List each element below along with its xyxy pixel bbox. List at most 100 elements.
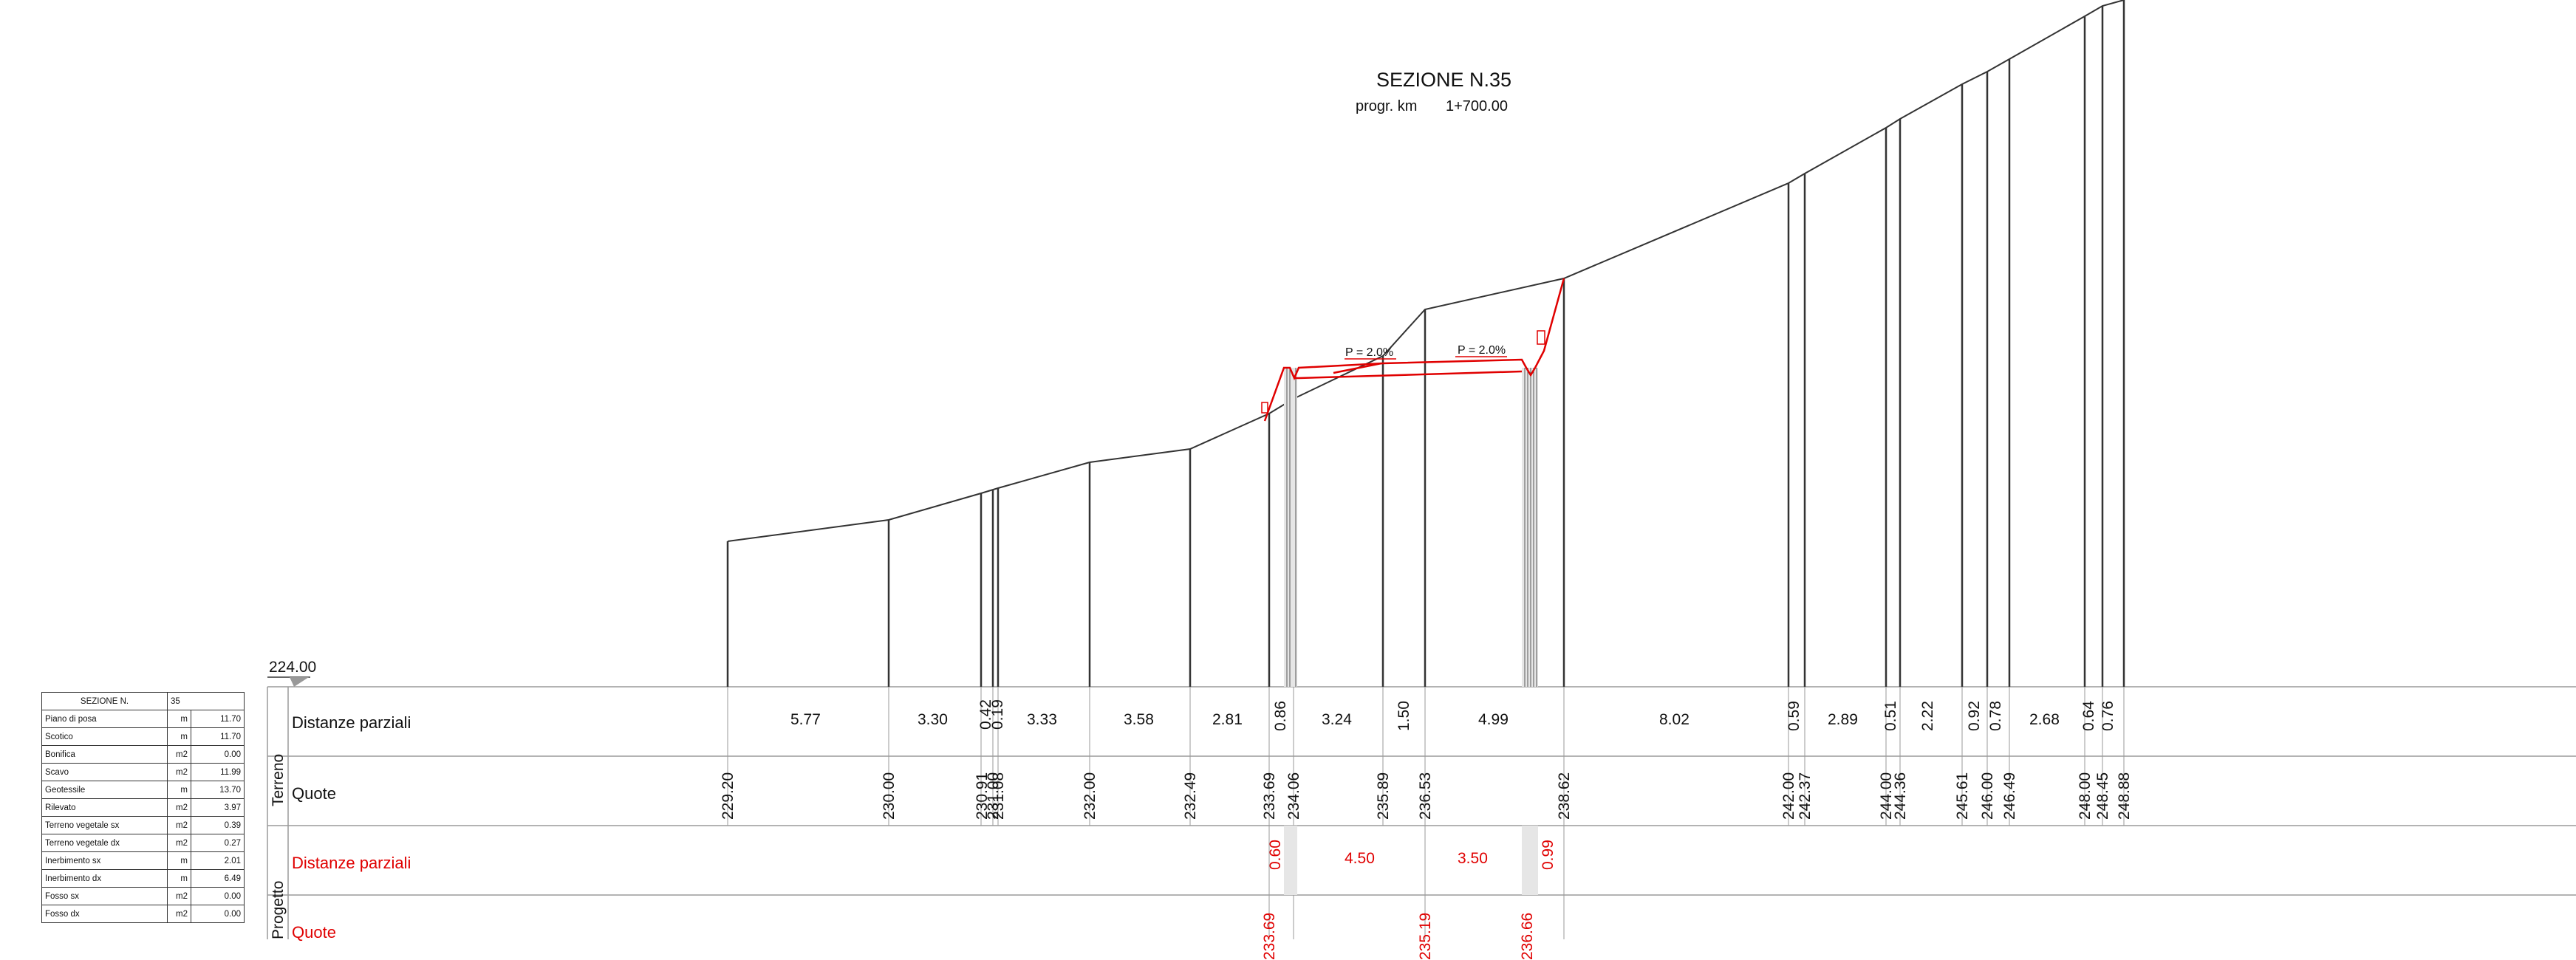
summary-row-name: Piano di posa — [41, 710, 168, 728]
quote-value: 229.20 — [720, 772, 737, 820]
summary-row: Fosso sx m2 0.00 — [41, 887, 245, 905]
quote-value: 248.00 — [2077, 772, 2094, 820]
summary-row-name: Rilevato — [41, 798, 168, 817]
cross-section-drawing — [267, 0, 2576, 939]
distance-value: 0.76 — [2100, 701, 2117, 731]
slope-label-right: P = 2.0% — [1458, 344, 1506, 357]
project-distance-value: 4.50 — [1345, 850, 1375, 867]
quote-value: 246.49 — [2001, 772, 2018, 820]
summary-header-label: SEZIONE N. — [41, 692, 168, 710]
summary-row-unit: m — [167, 781, 191, 799]
datum-marker — [267, 676, 310, 687]
project-quote-value: 235.19 — [1417, 912, 1434, 960]
summary-row: Inerbimento sx m 2.01 — [41, 851, 245, 870]
summary-row-value: 0.00 — [191, 905, 245, 923]
summary-row-value: 11.99 — [191, 763, 245, 781]
terrain-station-lines — [726, 0, 2125, 687]
summary-row-unit: m2 — [167, 816, 191, 834]
summary-row: Terreno vegetale sx m2 0.39 — [41, 816, 245, 834]
band-table-frame — [267, 686, 2576, 939]
summary-row: Rilevato m2 3.97 — [41, 798, 245, 817]
summary-row: Fosso dx m2 0.00 — [41, 905, 245, 923]
summary-row-unit: m2 — [167, 763, 191, 781]
project-distance-value: 0.99 — [1540, 840, 1557, 870]
summary-row-name: Geotessile — [41, 781, 168, 799]
summary-row-value: 0.00 — [191, 745, 245, 764]
summary-header-row: SEZIONE N. 35 — [41, 692, 245, 710]
section-title: SEZIONE N.35 — [1376, 69, 1512, 91]
summary-row-unit: m — [167, 727, 191, 746]
summary-row-value: 0.00 — [191, 887, 245, 905]
summary-row-name: Scotico — [41, 727, 168, 746]
distance-value: 0.19 — [989, 699, 1006, 730]
distance-value: 0.86 — [1272, 701, 1289, 731]
summary-row-name: Terreno vegetale dx — [41, 834, 168, 852]
summary-row: Terreno vegetale dx m2 0.27 — [41, 834, 245, 852]
quote-value: 245.61 — [1954, 772, 1971, 820]
summary-row-name: Fosso dx — [41, 905, 168, 923]
summary-row-unit: m2 — [167, 834, 191, 852]
summary-row-name: Inerbimento dx — [41, 869, 168, 888]
summary-row-unit: m2 — [167, 905, 191, 923]
summary-header-value: 35 — [167, 692, 245, 710]
quote-value: 236.53 — [1417, 772, 1434, 820]
quote-value: 242.00 — [1780, 772, 1797, 820]
project-distance-value: 0.60 — [1267, 840, 1284, 870]
project-quote-value: 233.69 — [1261, 912, 1278, 960]
distance-value: 0.64 — [2080, 701, 2097, 731]
distance-value: 0.51 — [1882, 701, 1899, 731]
distance-value: 1.50 — [1395, 701, 1412, 731]
distance-value: 5.77 — [790, 711, 821, 728]
group-label-terreno: Terreno — [270, 753, 287, 806]
progressive-value: 1+700.00 — [1446, 98, 1508, 114]
distance-value: 3.58 — [1124, 711, 1154, 728]
summary-row-value: 6.49 — [191, 869, 245, 888]
distance-value: 8.02 — [1659, 711, 1690, 728]
row-label-terreno-distances: Distanze parziali — [292, 713, 411, 732]
distance-value: 0.59 — [1786, 701, 1803, 731]
distance-value: 3.33 — [1027, 711, 1057, 728]
summary-row-value: 11.70 — [191, 710, 245, 728]
distance-value: 3.30 — [918, 711, 948, 728]
band-grid-lines — [727, 687, 2125, 939]
summary-row: Bonifica m2 0.00 — [41, 745, 245, 764]
summary-row-name: Fosso sx — [41, 887, 168, 905]
quote-value: 231.08 — [990, 772, 1007, 820]
row-label-terreno-quotes: Quote — [292, 784, 336, 803]
progressive-label: progr. km — [1356, 98, 1418, 114]
summary-row-name: Inerbimento sx — [41, 851, 168, 870]
quote-value: 246.00 — [1979, 772, 1996, 820]
hatched-zones — [1284, 368, 1538, 895]
slope-label-left: P = 2.0% — [1345, 346, 1394, 359]
quote-value: 248.45 — [2094, 772, 2111, 820]
project-distance-value: 3.50 — [1458, 850, 1488, 867]
summary-row-unit: m — [167, 710, 191, 728]
group-label-progetto: Progetto — [270, 880, 287, 939]
quote-value: 234.06 — [1285, 772, 1302, 820]
project-quote-value: 236.66 — [1519, 912, 1536, 960]
summary-row: Scavo m2 11.99 — [41, 763, 245, 781]
row-label-progetto-quotes: Quote — [292, 923, 336, 942]
summary-row-unit: m2 — [167, 745, 191, 764]
summary-row-value: 2.01 — [191, 851, 245, 870]
section-summary-table: SEZIONE N. 35 Piano di posa m 11.70 Scotic… — [41, 692, 245, 923]
summary-row-name: Bonifica — [41, 745, 168, 764]
summary-row: Scotico m 11.70 — [41, 727, 245, 746]
distance-value: 3.24 — [1322, 711, 1352, 728]
datum-elevation: 224.00 — [269, 659, 317, 676]
project-road-section — [1261, 278, 1565, 422]
quote-value: 248.88 — [2116, 772, 2133, 820]
summary-row: Geotessile m 13.70 — [41, 781, 245, 799]
quote-value: 233.69 — [1261, 772, 1278, 820]
quote-value: 232.00 — [1082, 772, 1099, 820]
distance-value: 0.92 — [1966, 701, 1983, 731]
distance-value: 0.78 — [1987, 701, 2004, 731]
distance-value: 4.99 — [1478, 711, 1509, 728]
summary-row: Inerbimento dx m 6.49 — [41, 869, 245, 888]
summary-row-unit: m2 — [167, 798, 191, 817]
summary-row-value: 0.27 — [191, 834, 245, 852]
summary-row-unit: m2 — [167, 887, 191, 905]
quote-value: 244.36 — [1892, 772, 1909, 820]
summary-row-name: Scavo — [41, 763, 168, 781]
quote-value: 238.62 — [1556, 772, 1573, 820]
